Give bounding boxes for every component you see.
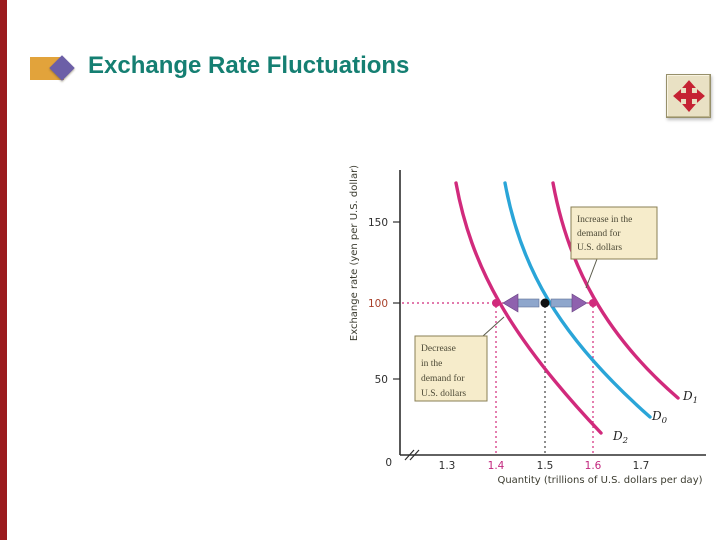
move-arrows-icon (672, 80, 705, 112)
x-tick-label-1-4: 1.4 (488, 460, 505, 472)
x-tick-label-1-7: 1.7 (633, 460, 650, 472)
origin-label: 0 (385, 457, 392, 469)
increase-annotation-line-2: demand for (577, 228, 621, 239)
decrease-annotation-line-4: U.S. dollars (421, 389, 466, 399)
decrease-annotation-box (414, 335, 488, 402)
point-equilibrium-1-5 (540, 298, 550, 308)
left-accent-bar (0, 0, 7, 540)
point-d1-1-6 (589, 299, 597, 307)
slide-title: Exchange Rate Fluctuations (88, 52, 410, 79)
axis-break-marks (404, 449, 420, 461)
shift-left-arrow (502, 293, 540, 313)
x-axis-label: Quantity (trillions of U.S. dollars per … (497, 475, 702, 486)
decrease-annotation-line-3: demand for (421, 373, 465, 384)
point-d2-1-4 (492, 299, 500, 307)
increase-annotation-box (570, 206, 658, 260)
shift-right-arrow (550, 293, 588, 313)
increase-annotation-leader (585, 258, 598, 289)
decrease-annotation-leader (482, 316, 505, 337)
y-tick-marks (393, 221, 400, 380)
decrease-annotation-line-2: in the (421, 359, 442, 369)
x-tick-label-1-5: 1.5 (537, 460, 554, 472)
y-axis-label: Exchange rate (yen per U.S. dollar) (349, 165, 360, 341)
curve-label-d1: D1 (682, 389, 698, 406)
y-tick-label-100: 100 (368, 298, 388, 310)
y-tick-label-50: 50 (375, 374, 388, 386)
increase-annotation-line-1: Increase in the (577, 215, 632, 225)
x-tick-label-1-6: 1.6 (585, 460, 602, 472)
increase-annotation-line-3: U.S. dollars (577, 243, 622, 253)
curve-label-d2: D2 (612, 429, 628, 446)
decrease-annotation-line-1: Decrease (421, 344, 456, 354)
x-tick-label-1-3: 1.3 (439, 460, 456, 472)
demand-curve-d1 (551, 181, 680, 400)
navigation-button[interactable] (666, 74, 711, 118)
curve-label-d0: D0 (651, 409, 668, 426)
y-tick-label-150: 150 (368, 217, 388, 229)
